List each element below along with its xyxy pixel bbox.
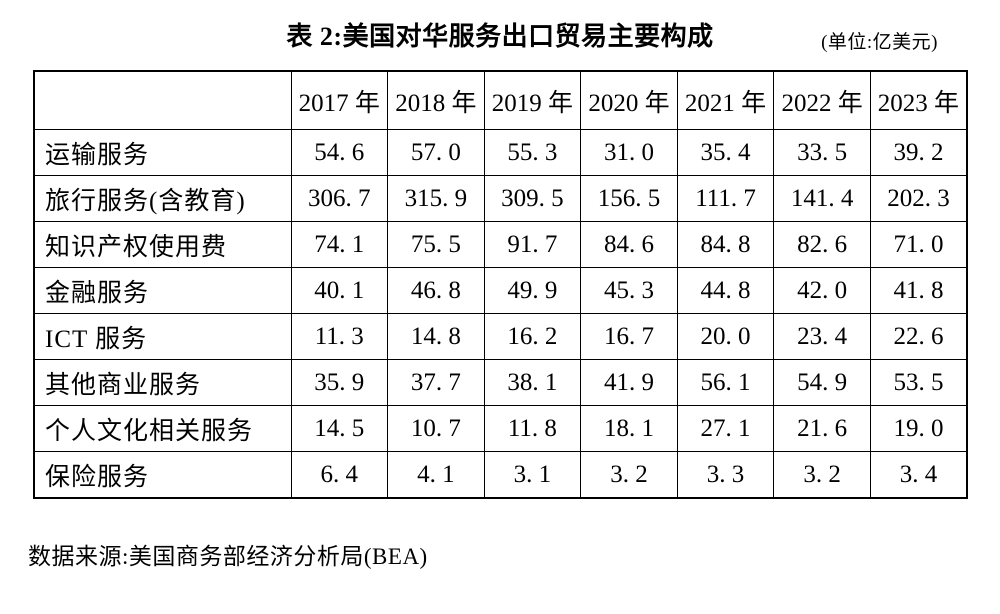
value-cell: 35. 9 bbox=[290, 359, 389, 406]
year-header-cell: 2023 年 bbox=[869, 70, 968, 130]
value-cell: 16. 2 bbox=[483, 313, 582, 360]
row-label-cell: 运输服务 bbox=[33, 129, 292, 176]
value-cell: 84. 6 bbox=[580, 221, 678, 268]
table-head: 2017 年 2018 年 2019 年 2020 年 2021 年 2022 年 2023… bbox=[33, 70, 968, 130]
table-row: 金融服务 40. 1 46. 8 49. 9 45. 3 44. 8 42. 0 41. 8 bbox=[33, 267, 968, 314]
table-caption-row: 表 2:美国对华服务出口贸易主要构成 (单位:亿美元) bbox=[0, 20, 1000, 54]
value-cell: 82. 6 bbox=[773, 221, 871, 268]
value-cell: 49. 9 bbox=[483, 267, 582, 314]
value-cell: 14. 8 bbox=[387, 313, 485, 360]
table-row: 知识产权使用费 74. 1 75. 5 91. 7 84. 6 84. 8 82. 6 71.… bbox=[33, 221, 968, 268]
value-cell: 37. 7 bbox=[387, 359, 485, 406]
year-header-cell: 2021 年 bbox=[676, 70, 775, 130]
value-cell: 55. 3 bbox=[483, 129, 582, 176]
value-cell: 71. 0 bbox=[869, 221, 968, 268]
corner-cell bbox=[33, 70, 292, 130]
data-table: 2017 年 2018 年 2019 年 2020 年 2021 年 2022 年 2023… bbox=[33, 70, 968, 499]
value-cell: 14. 5 bbox=[290, 405, 389, 452]
value-cell: 75. 5 bbox=[387, 221, 485, 268]
year-header-cell: 2017 年 bbox=[290, 70, 389, 130]
row-label-cell: 知识产权使用费 bbox=[33, 221, 292, 268]
value-cell: 44. 8 bbox=[676, 267, 775, 314]
value-cell: 39. 2 bbox=[869, 129, 968, 176]
value-cell: 111. 7 bbox=[676, 175, 775, 222]
value-cell: 91. 7 bbox=[483, 221, 582, 268]
value-cell: 3. 4 bbox=[869, 451, 968, 499]
row-label-cell: 旅行服务(含教育) bbox=[33, 175, 292, 222]
source-note: 数据来源:美国商务部经济分析局(BEA) bbox=[28, 544, 428, 569]
value-cell: 315. 9 bbox=[387, 175, 485, 222]
year-header-cell: 2019 年 bbox=[483, 70, 582, 130]
year-header-cell: 2022 年 bbox=[773, 70, 871, 130]
value-cell: 54. 9 bbox=[773, 359, 871, 406]
row-label-cell: 其他商业服务 bbox=[33, 359, 292, 406]
value-cell: 16. 7 bbox=[580, 313, 678, 360]
value-cell: 3. 1 bbox=[483, 451, 582, 499]
value-cell: 53. 5 bbox=[869, 359, 968, 406]
value-cell: 4. 1 bbox=[387, 451, 485, 499]
value-cell: 141. 4 bbox=[773, 175, 871, 222]
row-label-cell: ICT 服务 bbox=[33, 313, 292, 360]
table-row: 运输服务 54. 6 57. 0 55. 3 31. 0 35. 4 33. 5 39. 2 bbox=[33, 129, 968, 176]
value-cell: 74. 1 bbox=[290, 221, 389, 268]
table-row: 保险服务 6. 4 4. 1 3. 1 3. 2 3. 3 3. 2 3. 4 bbox=[33, 451, 968, 499]
table-row: ICT 服务 11. 3 14. 8 16. 2 16. 7 20. 0 23. 4 22. … bbox=[33, 313, 968, 360]
value-cell: 306. 7 bbox=[290, 175, 389, 222]
value-cell: 27. 1 bbox=[676, 405, 775, 452]
value-cell: 21. 6 bbox=[773, 405, 871, 452]
value-cell: 84. 8 bbox=[676, 221, 775, 268]
value-cell: 40. 1 bbox=[290, 267, 389, 314]
value-cell: 31. 0 bbox=[580, 129, 678, 176]
value-cell: 45. 3 bbox=[580, 267, 678, 314]
value-cell: 18. 1 bbox=[580, 405, 678, 452]
value-cell: 33. 5 bbox=[773, 129, 871, 176]
value-cell: 20. 0 bbox=[676, 313, 775, 360]
value-cell: 46. 8 bbox=[387, 267, 485, 314]
value-cell: 156. 5 bbox=[580, 175, 678, 222]
value-cell: 42. 0 bbox=[773, 267, 871, 314]
value-cell: 309. 5 bbox=[483, 175, 582, 222]
page-title: 表 2:美国对华服务出口贸易主要构成 bbox=[286, 22, 714, 51]
value-cell: 22. 6 bbox=[869, 313, 968, 360]
value-cell: 54. 6 bbox=[290, 129, 389, 176]
value-cell: 41. 8 bbox=[869, 267, 968, 314]
value-cell: 202. 3 bbox=[869, 175, 968, 222]
row-label-cell: 保险服务 bbox=[33, 451, 292, 499]
value-cell: 57. 0 bbox=[387, 129, 485, 176]
table-header-row: 2017 年 2018 年 2019 年 2020 年 2021 年 2022 年 2023… bbox=[33, 70, 968, 130]
row-label-cell: 个人文化相关服务 bbox=[33, 405, 292, 452]
unit-note: (单位:亿美元) bbox=[821, 32, 938, 53]
value-cell: 11. 3 bbox=[290, 313, 389, 360]
value-cell: 3. 3 bbox=[676, 451, 775, 499]
value-cell: 3. 2 bbox=[773, 451, 871, 499]
year-header-cell: 2018 年 bbox=[387, 70, 485, 130]
value-cell: 41. 9 bbox=[580, 359, 678, 406]
year-header-cell: 2020 年 bbox=[580, 70, 678, 130]
value-cell: 56. 1 bbox=[676, 359, 775, 406]
table-row: 个人文化相关服务 14. 5 10. 7 11. 8 18. 1 27. 1 21. 6 19… bbox=[33, 405, 968, 452]
value-cell: 10. 7 bbox=[387, 405, 485, 452]
value-cell: 6. 4 bbox=[290, 451, 389, 499]
value-cell: 35. 4 bbox=[676, 129, 775, 176]
value-cell: 3. 2 bbox=[580, 451, 678, 499]
value-cell: 11. 8 bbox=[483, 405, 582, 452]
value-cell: 19. 0 bbox=[869, 405, 968, 452]
table-row: 其他商业服务 35. 9 37. 7 38. 1 41. 9 56. 1 54. 9 53. … bbox=[33, 359, 968, 406]
value-cell: 38. 1 bbox=[483, 359, 582, 406]
value-cell: 23. 4 bbox=[773, 313, 871, 360]
row-label-cell: 金融服务 bbox=[33, 267, 292, 314]
